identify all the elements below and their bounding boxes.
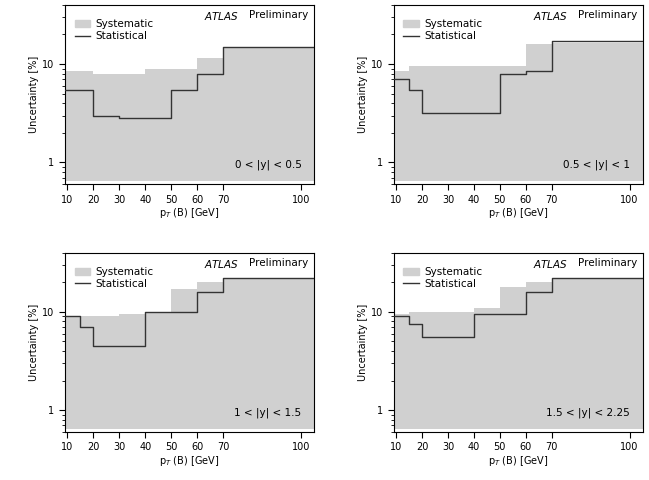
Text: Preliminary: Preliminary bbox=[249, 258, 308, 268]
Legend: Systematic, Statistical: Systematic, Statistical bbox=[73, 17, 156, 43]
Legend: Systematic, Statistical: Systematic, Statistical bbox=[401, 17, 484, 43]
Text: Preliminary: Preliminary bbox=[249, 10, 308, 20]
Y-axis label: Uncertainty [%]: Uncertainty [%] bbox=[29, 56, 40, 133]
Text: $\it{ATLAS}$: $\it{ATLAS}$ bbox=[533, 10, 568, 22]
X-axis label: p$_T$ (B) [GeV]: p$_T$ (B) [GeV] bbox=[159, 454, 219, 468]
Text: 1 < |y| < 1.5: 1 < |y| < 1.5 bbox=[234, 407, 301, 418]
Y-axis label: Uncertainty [%]: Uncertainty [%] bbox=[29, 304, 40, 381]
Text: 0.5 < |y| < 1: 0.5 < |y| < 1 bbox=[563, 159, 630, 170]
Text: 0 < |y| < 0.5: 0 < |y| < 0.5 bbox=[234, 159, 301, 170]
X-axis label: p$_T$ (B) [GeV]: p$_T$ (B) [GeV] bbox=[488, 206, 548, 220]
Text: $\it{ATLAS}$: $\it{ATLAS}$ bbox=[204, 10, 239, 22]
Text: Preliminary: Preliminary bbox=[578, 10, 637, 20]
X-axis label: p$_T$ (B) [GeV]: p$_T$ (B) [GeV] bbox=[159, 206, 219, 220]
Text: $\it{ATLAS}$: $\it{ATLAS}$ bbox=[204, 258, 239, 270]
Text: 1.5 < |y| < 2.25: 1.5 < |y| < 2.25 bbox=[546, 407, 630, 418]
Legend: Systematic, Statistical: Systematic, Statistical bbox=[73, 265, 156, 291]
Text: Preliminary: Preliminary bbox=[578, 258, 637, 268]
Y-axis label: Uncertainty [%]: Uncertainty [%] bbox=[358, 56, 368, 133]
Legend: Systematic, Statistical: Systematic, Statistical bbox=[401, 265, 484, 291]
Y-axis label: Uncertainty [%]: Uncertainty [%] bbox=[358, 304, 368, 381]
X-axis label: p$_T$ (B) [GeV]: p$_T$ (B) [GeV] bbox=[488, 454, 548, 468]
Text: $\it{ATLAS}$: $\it{ATLAS}$ bbox=[533, 258, 568, 270]
